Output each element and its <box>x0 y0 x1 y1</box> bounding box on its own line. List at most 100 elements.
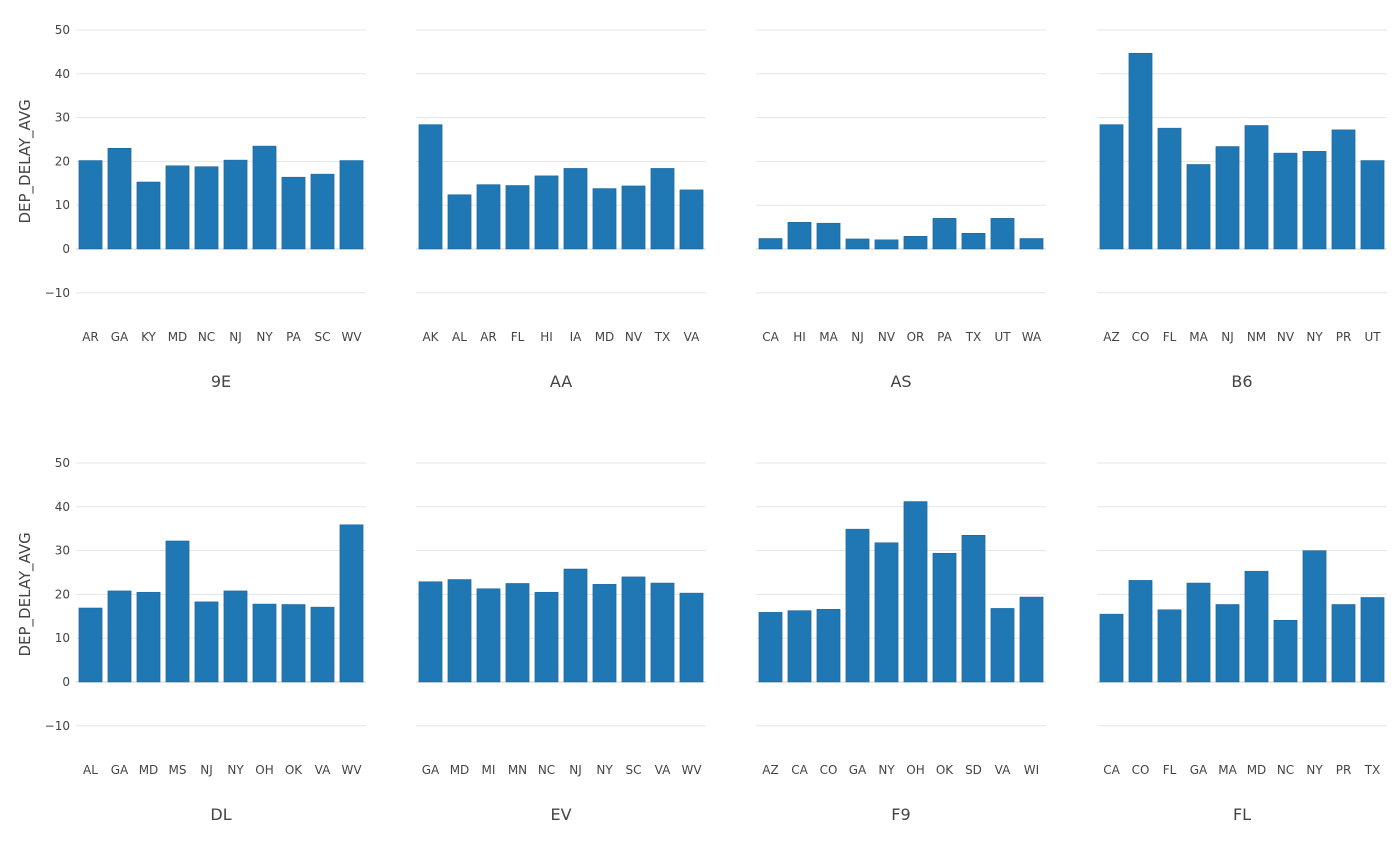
bar <box>1273 619 1298 683</box>
x-tick-label: FL <box>1163 763 1177 777</box>
x-tick-label: MA <box>1218 763 1237 777</box>
bar <box>505 583 530 683</box>
bar <box>679 189 704 250</box>
x-tick-label: AR <box>82 330 99 344</box>
bar <box>563 168 588 250</box>
bar <box>874 542 899 683</box>
bar <box>961 232 986 250</box>
bar <box>78 160 103 250</box>
facet-title: DL <box>210 805 231 824</box>
facet-title: AS <box>890 372 911 391</box>
bar <box>1128 52 1153 250</box>
x-tick-label: HI <box>793 330 806 344</box>
bar <box>592 584 617 683</box>
y-tick-label: 10 <box>55 631 70 645</box>
y-tick-label: −10 <box>45 719 70 733</box>
bar <box>845 238 870 250</box>
bar <box>1360 597 1385 683</box>
bar <box>1186 582 1211 683</box>
x-tick-label: NM <box>1247 330 1266 344</box>
x-tick-label: WV <box>341 330 362 344</box>
x-tick-label: UT <box>994 330 1011 344</box>
bar <box>679 592 704 683</box>
x-tick-label: VA <box>995 763 1011 777</box>
bar <box>1099 613 1124 683</box>
x-tick-label: VA <box>315 763 331 777</box>
x-tick-label: NV <box>878 330 896 344</box>
bar <box>874 239 899 250</box>
bar <box>223 590 248 683</box>
x-tick-label: OR <box>907 330 925 344</box>
x-tick-label: MD <box>450 763 470 777</box>
bar <box>758 238 783 250</box>
bar <box>1244 125 1269 250</box>
x-tick-label: PR <box>1336 763 1352 777</box>
bar <box>339 524 364 683</box>
x-tick-label: NY <box>1306 330 1323 344</box>
x-tick-label: NJ <box>200 763 213 777</box>
x-tick-label: GA <box>111 330 129 344</box>
x-tick-label: WV <box>681 763 702 777</box>
bar <box>281 604 306 683</box>
x-tick-label: OK <box>936 763 954 777</box>
bar <box>1157 609 1182 683</box>
x-tick-label: SD <box>965 763 982 777</box>
x-tick-label: CO <box>820 763 838 777</box>
bar <box>194 166 219 250</box>
bar <box>1157 127 1182 250</box>
bar <box>78 607 103 683</box>
x-tick-label: NC <box>538 763 555 777</box>
bar <box>1302 151 1327 250</box>
x-tick-label: MI <box>482 763 496 777</box>
x-tick-label: IA <box>570 330 583 344</box>
x-tick-label: OH <box>255 763 273 777</box>
y-tick-label: 20 <box>55 587 70 601</box>
bar <box>447 579 472 683</box>
x-tick-label: AZ <box>762 763 778 777</box>
x-tick-label: MD <box>168 330 188 344</box>
x-tick-label: MA <box>819 330 838 344</box>
bar <box>990 608 1015 683</box>
bar <box>1128 580 1153 683</box>
bar <box>534 591 559 683</box>
facet-title: FL <box>1233 805 1251 824</box>
bar <box>1244 570 1269 683</box>
y-tick-label: 30 <box>55 111 70 125</box>
x-tick-label: MA <box>1189 330 1208 344</box>
x-tick-label: NY <box>227 763 244 777</box>
bar <box>107 590 132 683</box>
facet-title: AA <box>550 372 572 391</box>
x-tick-label: SC <box>315 330 331 344</box>
y-tick-label: 40 <box>55 500 70 514</box>
bar <box>223 159 248 250</box>
y-tick-label: −10 <box>45 286 70 300</box>
x-tick-label: SC <box>626 763 642 777</box>
bar <box>107 148 132 250</box>
x-tick-label: FL <box>511 330 525 344</box>
x-tick-label: AK <box>422 330 439 344</box>
bar <box>990 218 1015 250</box>
bar <box>1019 238 1044 250</box>
bar <box>592 188 617 250</box>
bar <box>534 175 559 250</box>
facet-title: B6 <box>1231 372 1252 391</box>
bar <box>252 145 277 250</box>
x-tick-label: NV <box>625 330 643 344</box>
facet-title: 9E <box>211 372 231 391</box>
bar <box>418 581 443 683</box>
bar <box>1331 604 1356 683</box>
x-tick-label: CA <box>1103 763 1120 777</box>
x-tick-label: KY <box>141 330 156 344</box>
x-tick-label: NJ <box>569 763 582 777</box>
bar <box>1331 129 1356 250</box>
bar <box>563 568 588 683</box>
bar <box>816 609 841 683</box>
x-tick-label: VA <box>655 763 671 777</box>
x-tick-label: NY <box>878 763 895 777</box>
bar <box>136 181 161 250</box>
bar <box>194 601 219 683</box>
x-tick-label: NY <box>596 763 613 777</box>
x-tick-label: UT <box>1364 330 1381 344</box>
x-tick-label: GA <box>111 763 129 777</box>
bar <box>1215 146 1240 250</box>
